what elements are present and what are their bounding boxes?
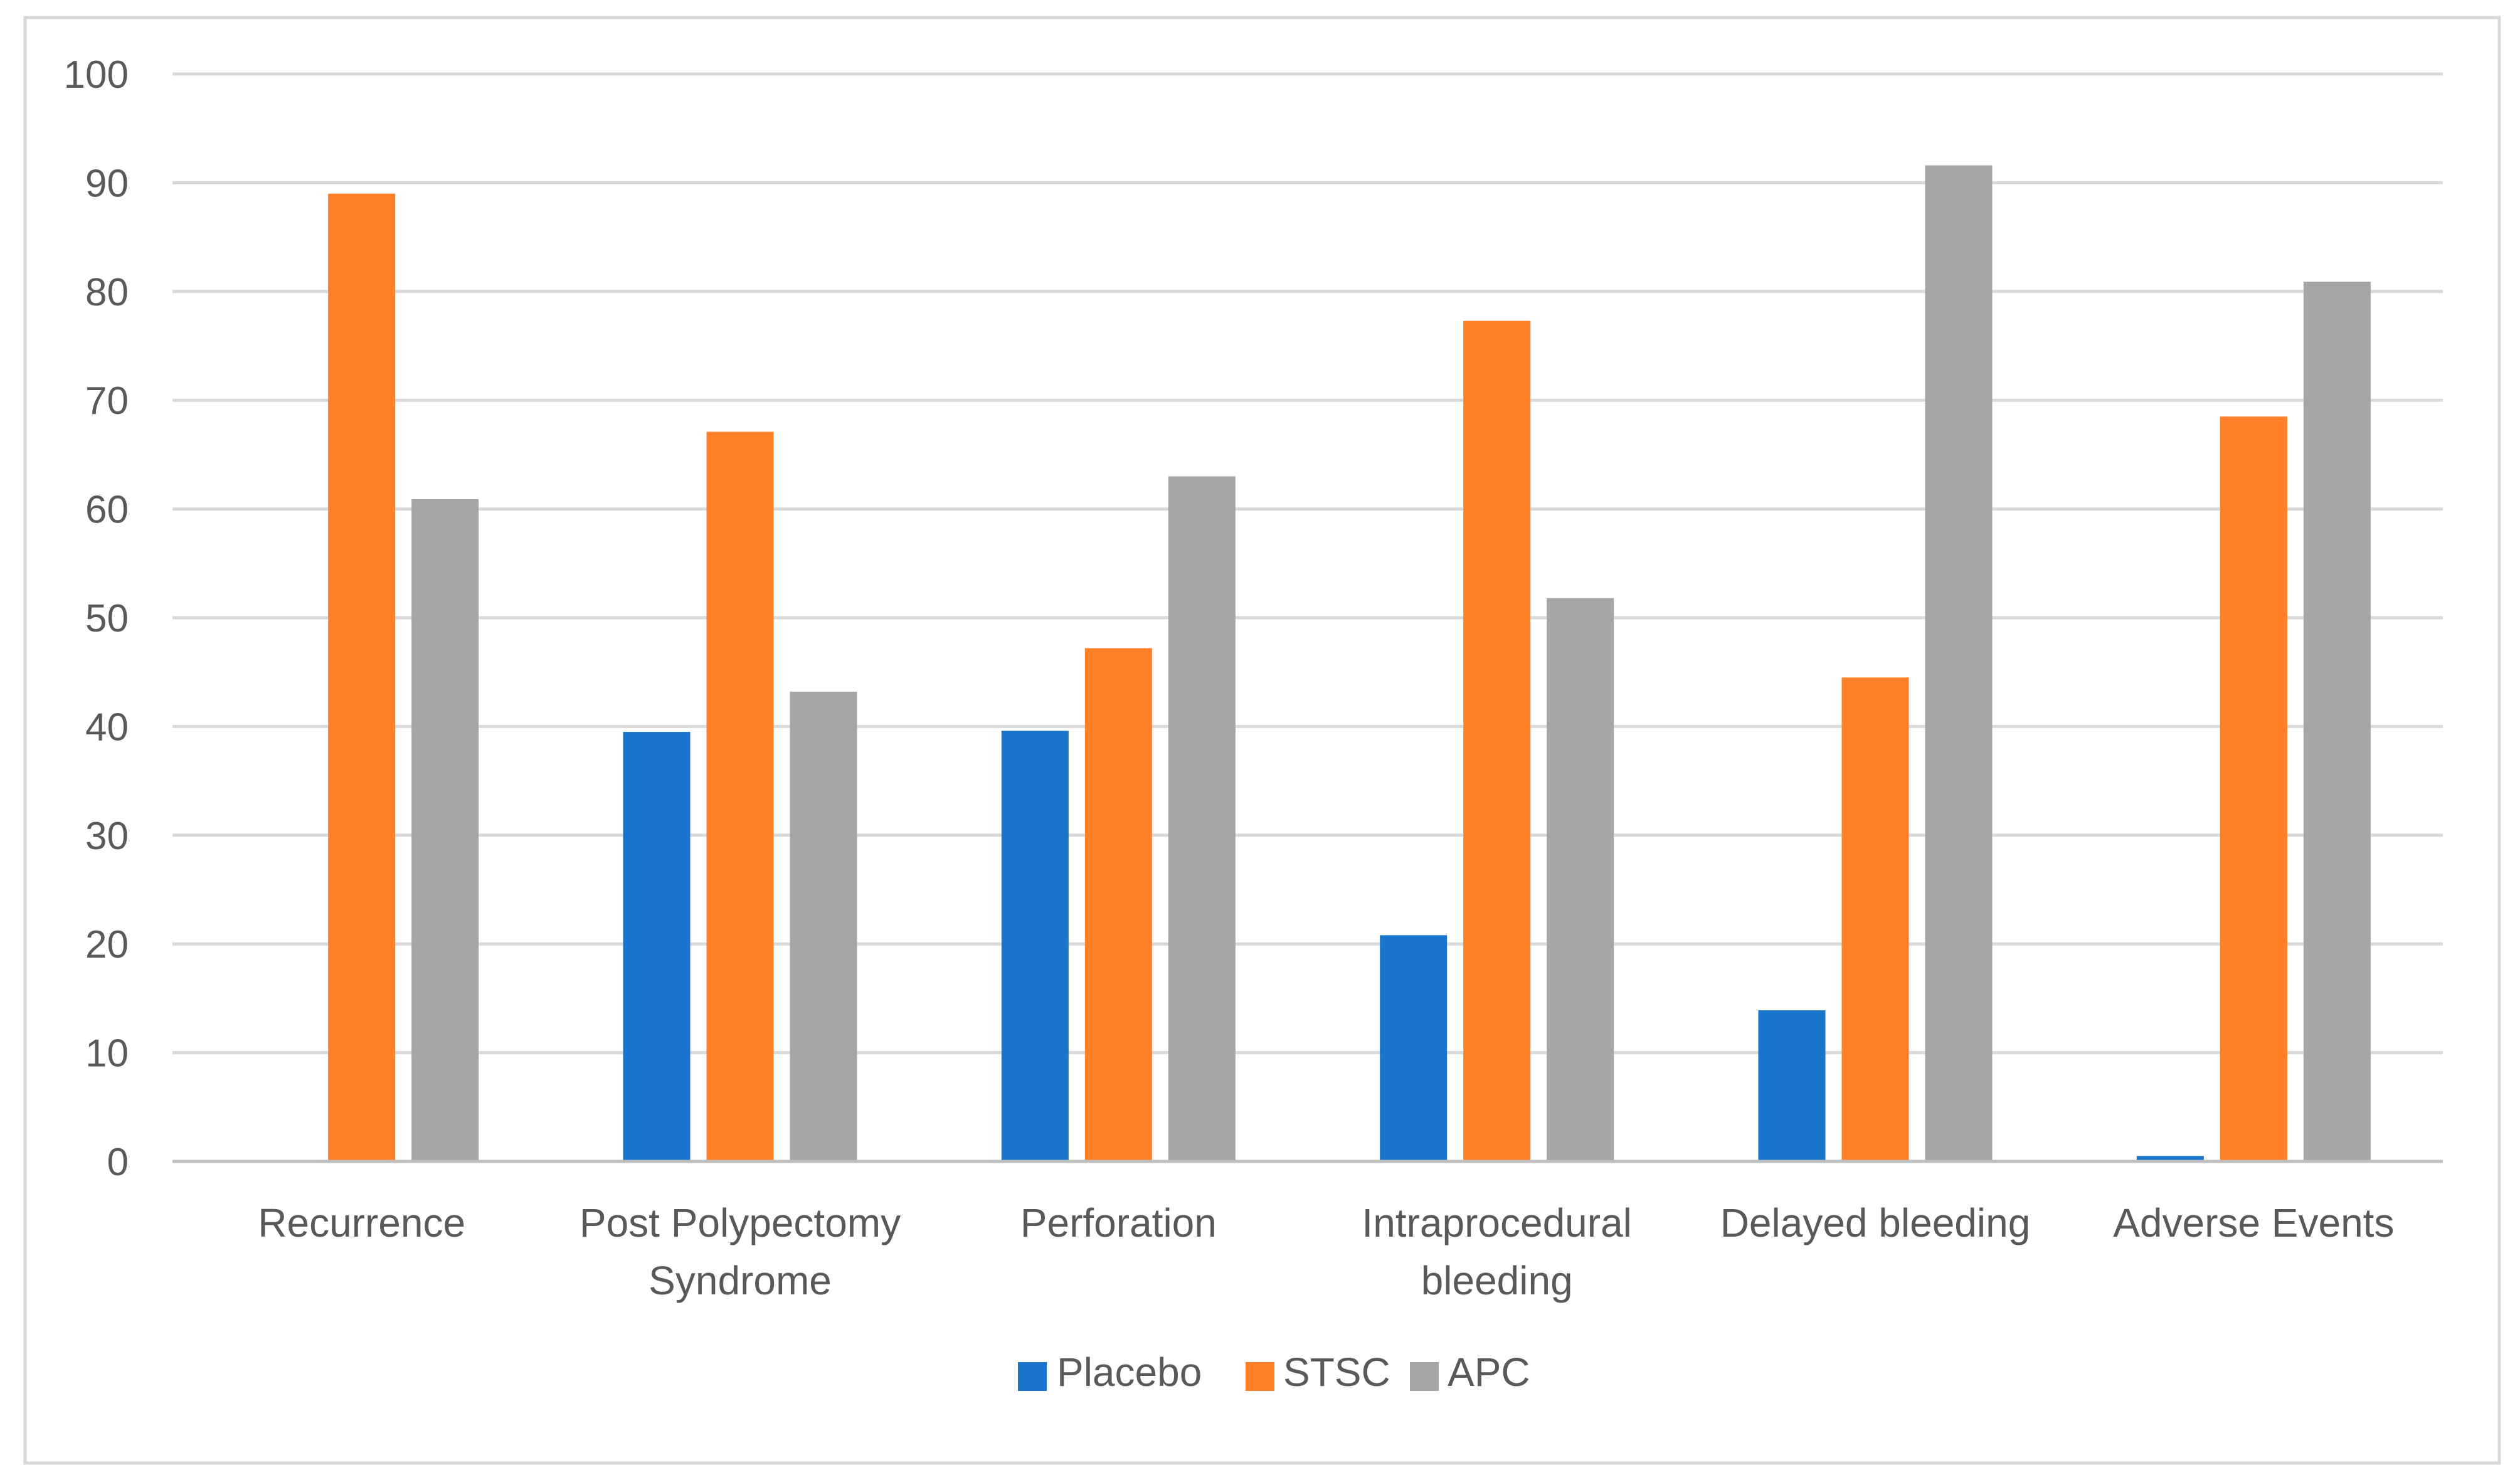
bar-apc-1: [790, 691, 857, 1161]
legend-item-placebo: Placebo: [1018, 1350, 1202, 1395]
y-tick-label: 80: [85, 271, 129, 314]
bar-stsc-4: [1841, 677, 1909, 1161]
gridlines: [172, 72, 2443, 1055]
legend: Placebo STSC APC: [1018, 1350, 1530, 1395]
bars: [328, 165, 2371, 1162]
bar-placebo-2: [1001, 731, 1069, 1161]
y-tick-label: 30: [85, 815, 129, 858]
x-category-label: Intraprocedural: [1362, 1200, 1631, 1245]
bar-stsc-0: [328, 193, 396, 1161]
y-tick-label: 10: [85, 1032, 129, 1076]
x-category-label: Adverse Events: [2113, 1200, 2394, 1245]
y-tick-label: 100: [64, 53, 129, 97]
bar-apc-0: [411, 499, 479, 1161]
bar-stsc-3: [1463, 320, 1531, 1161]
y-tick-label: 40: [85, 706, 129, 749]
bar-apc-3: [1547, 598, 1614, 1161]
bar-apc-4: [1925, 165, 1993, 1161]
x-category-label: Recurrence: [258, 1200, 465, 1245]
legend-label: Placebo: [1057, 1350, 1202, 1395]
legend-swatch-apc: [1410, 1362, 1439, 1391]
legend-item-stsc: STSC: [1246, 1350, 1390, 1395]
y-tick-label: 70: [85, 379, 129, 423]
bar-stsc-1: [706, 431, 774, 1161]
x-category-label: bleeding: [1421, 1258, 1573, 1303]
y-tick-label: 20: [85, 923, 129, 966]
y-tick-label: 90: [85, 162, 129, 205]
bar-placebo-5: [2136, 1156, 2204, 1161]
bar-placebo-4: [1758, 1010, 1826, 1161]
y-axis-tick-labels: 0 10 20 30 40 50 60 70 80 90 100: [64, 53, 129, 1184]
legend-swatch-placebo: [1018, 1362, 1047, 1391]
legend-label: STSC: [1283, 1350, 1390, 1395]
bar-placebo-1: [623, 732, 691, 1161]
bar-stsc-5: [2220, 416, 2287, 1162]
bar-placebo-3: [1380, 935, 1448, 1161]
legend-label: APC: [1448, 1350, 1530, 1395]
legend-item-apc: APC: [1410, 1350, 1530, 1395]
y-tick-label: 0: [107, 1141, 129, 1184]
x-category-label: Post Polypectomy: [580, 1200, 901, 1245]
bar-apc-2: [1168, 476, 1236, 1161]
x-axis-category-labels: Recurrence Post Polypectomy Syndrome Perfor…: [258, 1200, 2394, 1303]
y-tick-label: 50: [85, 597, 129, 640]
legend-swatch-stsc: [1246, 1362, 1274, 1391]
x-category-label: Delayed bleeding: [1720, 1200, 2031, 1245]
bar-apc-5: [2303, 282, 2371, 1162]
bar-stsc-2: [1084, 648, 1152, 1161]
y-tick-label: 60: [85, 489, 129, 532]
x-category-label: Syndrome: [649, 1258, 832, 1303]
x-category-label: Perforation: [1020, 1200, 1217, 1245]
chart-border: [23, 16, 2501, 1465]
